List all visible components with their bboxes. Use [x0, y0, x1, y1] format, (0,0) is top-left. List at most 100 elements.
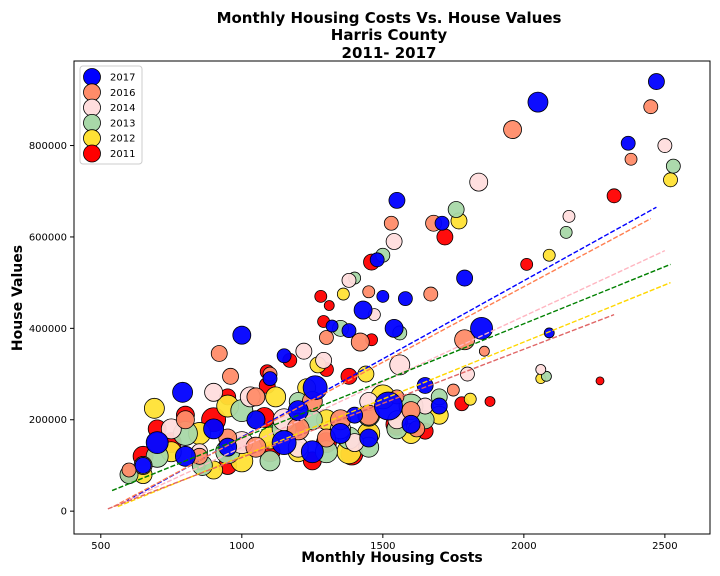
point-2017-24 — [203, 418, 225, 440]
x-tick-label-500: 500 — [91, 541, 110, 552]
point-2017-34 — [359, 428, 379, 448]
chart-title-line-2: Harris County — [331, 26, 448, 44]
point-2017-4 — [434, 215, 450, 231]
y-axis-label: House Values — [10, 245, 26, 351]
point-2017-15 — [276, 348, 292, 364]
point-2017-9 — [353, 300, 373, 320]
point-2014-4 — [341, 272, 357, 288]
point-2014-6 — [389, 354, 411, 376]
point-2017-12 — [325, 319, 339, 333]
y-tick-label-600000: 600000 — [29, 232, 67, 243]
point-2014-11 — [535, 364, 547, 375]
chart-title-line-1: Monthly Housing Costs Vs. House Values — [217, 9, 562, 27]
point-2017-32 — [134, 457, 152, 474]
trendline-2011 — [107, 313, 615, 510]
x-tick-label-1000: 1000 — [229, 541, 254, 552]
point-2017-23 — [346, 406, 364, 424]
point-2014-2 — [562, 209, 576, 223]
point-2017-27 — [330, 423, 351, 444]
point-2017-7 — [376, 289, 390, 303]
point-2011-2 — [520, 257, 534, 271]
point-2011-4 — [314, 289, 328, 303]
point-2017-19 — [374, 391, 403, 421]
plot-area — [107, 73, 681, 510]
x-axis-label: Monthly Housing Costs — [301, 550, 483, 566]
point-2012-9 — [265, 386, 287, 408]
x-axis: 500 1000 1500 2000 2500 — [91, 534, 678, 552]
point-2013-0 — [665, 158, 681, 174]
point-2017-6 — [397, 291, 413, 307]
point-2017-31 — [175, 445, 196, 467]
y-tick-label-200000: 200000 — [29, 415, 67, 426]
point-2016-1 — [503, 120, 522, 139]
point-2011-13 — [595, 376, 605, 386]
point-2011-10 — [340, 367, 358, 385]
point-2016-18 — [176, 410, 195, 430]
point-2016-28 — [121, 462, 137, 478]
point-2014-7 — [295, 342, 313, 360]
y-axis: 0 200000 400000 600000 800000 — [29, 141, 74, 518]
point-2014-9 — [315, 351, 333, 369]
point-2014-3 — [385, 233, 403, 250]
legend-marker-2012 — [83, 129, 101, 148]
point-2014-16 — [160, 418, 182, 440]
point-2016-24 — [446, 383, 460, 397]
point-2017-21 — [543, 327, 555, 339]
point-2011-14 — [484, 396, 496, 407]
point-2012-3 — [336, 287, 350, 301]
point-2017-8 — [369, 252, 385, 268]
legend-marker-2011 — [83, 144, 101, 163]
point-2012-0 — [663, 172, 678, 188]
point-2016-0 — [643, 99, 659, 115]
point-2017-18 — [262, 371, 278, 387]
x-tick-label-2000: 2000 — [511, 541, 536, 552]
point-2017-5 — [456, 269, 474, 287]
point-2013-2 — [447, 201, 465, 218]
point-2011-1 — [436, 228, 454, 246]
point-2012-6 — [143, 397, 165, 419]
point-2017-35 — [430, 397, 448, 415]
legend-marker-2016 — [83, 83, 101, 102]
point-2017-10 — [384, 318, 404, 338]
series-2017 — [134, 73, 665, 474]
trendline-2014 — [116, 250, 666, 507]
point-2017-26 — [145, 431, 169, 454]
point-2016-12 — [246, 387, 266, 407]
point-2013-1 — [559, 225, 573, 239]
series-2016 — [121, 99, 659, 478]
point-2017-14 — [232, 325, 252, 345]
y-tick-label-0: 0 — [61, 507, 67, 518]
point-2017-0 — [648, 73, 665, 90]
point-2016-9 — [319, 330, 334, 345]
point-2016-3 — [383, 215, 399, 231]
legend-label-2014: 2014 — [110, 103, 135, 114]
point-2016-11 — [222, 367, 239, 385]
point-2017-33 — [300, 440, 324, 464]
x-tick-label-1500: 1500 — [370, 541, 395, 552]
y-tick-label-800000: 800000 — [29, 141, 67, 152]
point-2016-2 — [624, 152, 638, 166]
point-2014-0 — [657, 138, 673, 153]
point-2017-11 — [341, 323, 357, 339]
point-2011-0 — [606, 188, 622, 204]
legend-marker-2013 — [83, 114, 101, 132]
point-2017-1 — [527, 91, 549, 113]
point-2016-10 — [210, 345, 228, 362]
point-2012-8 — [463, 392, 477, 406]
point-2012-2 — [542, 248, 556, 262]
point-2014-13 — [204, 382, 224, 402]
point-2017-16 — [302, 375, 328, 401]
point-2016-8 — [350, 332, 370, 352]
legend-label-2017: 2017 — [110, 73, 135, 84]
legend: 2017 2016 2014 2013 2012 2011 — [79, 65, 143, 165]
point-2014-10 — [460, 366, 475, 382]
legend-label-2013: 2013 — [110, 118, 135, 129]
chart-title-line-3: 2011- 2017 — [342, 44, 437, 62]
point-2014-1 — [469, 172, 489, 192]
point-2017-2 — [620, 135, 636, 151]
point-2017-28 — [401, 414, 421, 434]
legend-label-2016: 2016 — [110, 88, 135, 99]
trendline-2016 — [113, 218, 652, 508]
plot-frame — [73, 60, 711, 535]
